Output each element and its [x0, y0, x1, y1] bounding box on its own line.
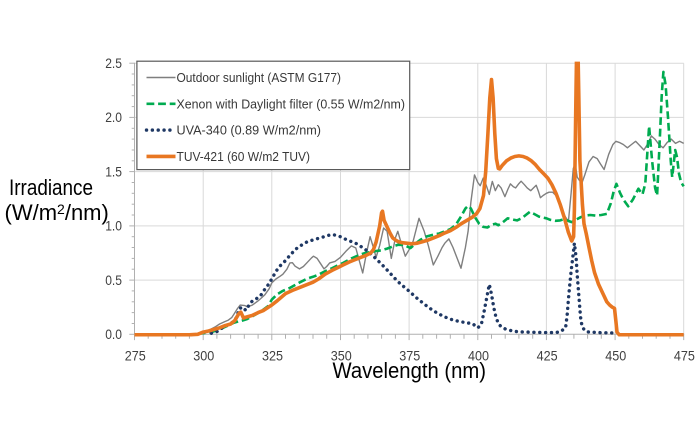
svg-text:Irradiance: Irradiance [9, 175, 93, 200]
svg-text:Wavelength (nm): Wavelength (nm) [333, 358, 487, 383]
svg-text:350: 350 [331, 348, 352, 364]
svg-text:Xenon with Daylight filter (0.: Xenon with Daylight filter (0.55 W/m2/nm… [177, 97, 406, 111]
svg-text:325: 325 [262, 348, 283, 364]
svg-text:400: 400 [468, 348, 489, 364]
svg-text:1.0: 1.0 [105, 219, 122, 234]
svg-text:475: 475 [674, 348, 695, 364]
svg-text:UVA-340 (0.89 W/m2/nm): UVA-340 (0.89 W/m2/nm) [177, 124, 322, 138]
svg-text:TUV-421 (60 W/m2 TUV): TUV-421 (60 W/m2 TUV) [177, 150, 311, 164]
svg-text:425: 425 [537, 348, 558, 364]
svg-text:2.0: 2.0 [105, 110, 122, 125]
svg-text:Outdoor sunlight (ASTM G177): Outdoor sunlight (ASTM G177) [177, 71, 342, 85]
svg-text:0.0: 0.0 [105, 327, 122, 342]
svg-text:275: 275 [125, 348, 146, 364]
svg-text:375: 375 [399, 348, 420, 364]
svg-text:1.5: 1.5 [105, 164, 122, 179]
svg-text:(W/m2/nm): (W/m2/nm) [5, 200, 109, 225]
svg-text:450: 450 [605, 348, 626, 364]
svg-text:300: 300 [193, 348, 214, 364]
svg-text:2.5: 2.5 [105, 56, 122, 71]
svg-text:0.5: 0.5 [105, 273, 122, 288]
